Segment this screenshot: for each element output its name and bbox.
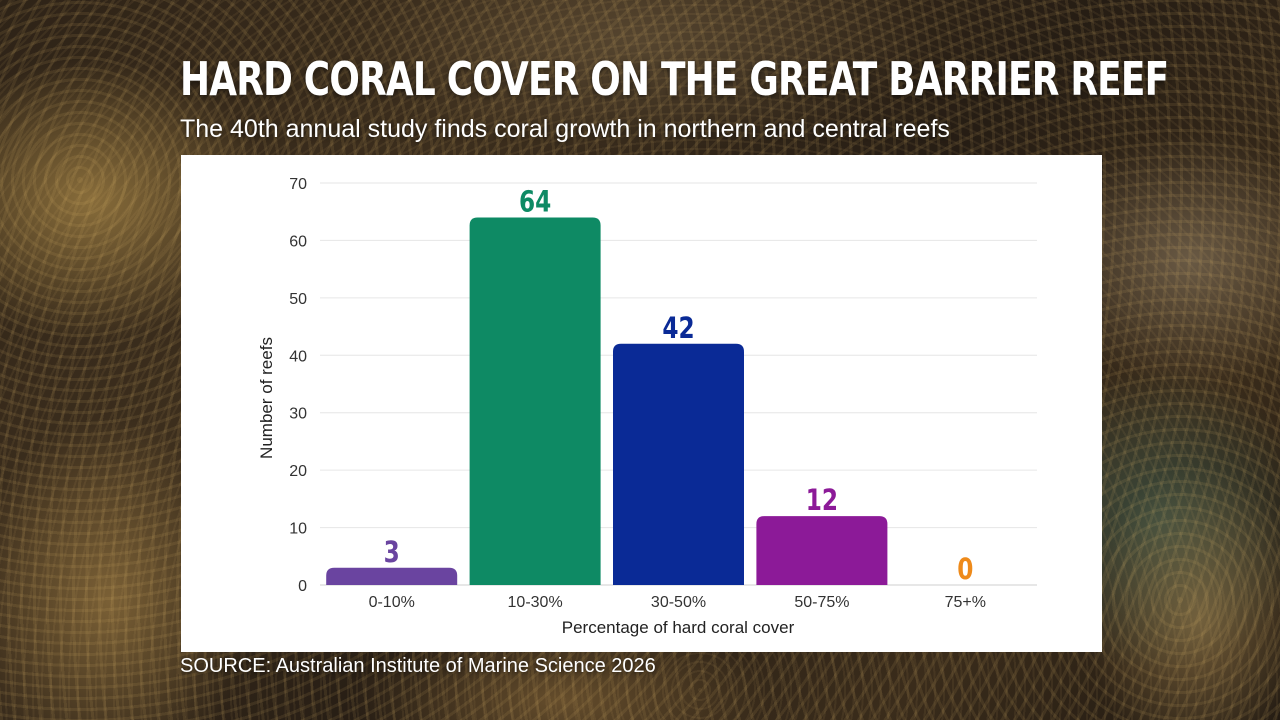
- x-tick-label: 50-75%: [794, 594, 849, 611]
- y-tick-label: 10: [289, 521, 307, 538]
- x-axis-label: Percentage of hard coral cover: [562, 618, 795, 637]
- bar: [469, 217, 601, 585]
- y-tick-label: 20: [289, 463, 307, 480]
- page-title: HARD CORAL COVER ON THE GREAT BARRIER RE…: [180, 52, 1169, 106]
- bar-chart: 0 10 20 30 40 50 60 70 3 64 42 12 0 0-10% 10-30% 30-5…: [257, 176, 1037, 637]
- y-tick-label: 50: [289, 291, 307, 308]
- x-axis-ticks: 0-10% 10-30% 30-50% 50-75% 75+%: [369, 594, 986, 611]
- bar: [613, 343, 744, 585]
- data-label: 12: [806, 485, 838, 518]
- y-tick-label: 30: [289, 406, 307, 423]
- bar: [756, 516, 888, 585]
- data-labels: 3 64 42 12 0: [384, 186, 974, 587]
- y-axis-label: Number of reefs: [257, 337, 276, 459]
- x-tick-label: 0-10%: [369, 594, 415, 611]
- data-label: 3: [384, 536, 400, 569]
- bars: [326, 217, 888, 585]
- page-subtitle: The 40th annual study finds coral growth…: [180, 115, 950, 143]
- data-label: 64: [519, 186, 551, 219]
- y-tick-label: 60: [289, 233, 307, 250]
- x-tick-label: 10-30%: [508, 594, 563, 611]
- y-tick-label: 40: [289, 348, 307, 365]
- y-axis-ticks: 0 10 20 30 40 50 60 70: [289, 176, 307, 595]
- x-tick-label: 75+%: [945, 594, 986, 611]
- y-tick-label: 70: [289, 176, 307, 193]
- data-label: 0: [957, 554, 973, 587]
- data-label: 42: [662, 312, 694, 345]
- x-tick-label: 30-50%: [651, 594, 706, 611]
- chart-panel: 0 10 20 30 40 50 60 70 3 64 42 12 0 0-10% 10-30% 30-5…: [181, 155, 1102, 652]
- source-note: SOURCE: Australian Institute of Marine S…: [180, 655, 656, 677]
- bar: [326, 567, 458, 585]
- y-tick-label: 0: [298, 578, 307, 595]
